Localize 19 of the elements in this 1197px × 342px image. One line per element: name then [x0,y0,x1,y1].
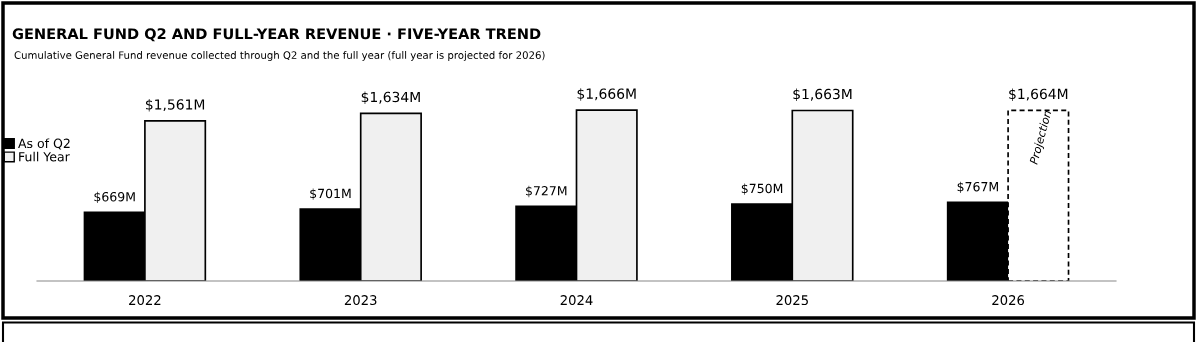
legend-label: Full Year [19,151,70,162]
data-label: $1,664M [1009,88,1068,101]
data-label: $767M [957,181,998,194]
data-label: $1,561M [145,98,205,112]
x-tick-label: 2022 [129,295,161,306]
legend-label: As of Q2 [18,138,70,150]
data-label: $669M [94,191,135,204]
x-tick-label: 2025 [776,295,808,306]
chart-title: GENERAL FUND Q2 AND FULL-YEAR REVENUE · FIVE-YEAR TREND [12,28,541,42]
data-label: $727M [526,185,567,198]
data-label: $750M [741,183,783,195]
x-tick-label: 2026 [992,295,1025,306]
data-label: $1,666M [577,88,636,101]
data-label: $701M [310,188,351,200]
data-label: $1,663M [793,88,852,102]
x-tick-label: 2024 [560,295,593,306]
chart-subtitle: Cumulative General Fund revenue collected through Q2 and the full year (full year is projected for 2026) [14,51,545,61]
x-tick-label: 2023 [344,295,377,306]
data-label: $1,634M [361,91,420,105]
